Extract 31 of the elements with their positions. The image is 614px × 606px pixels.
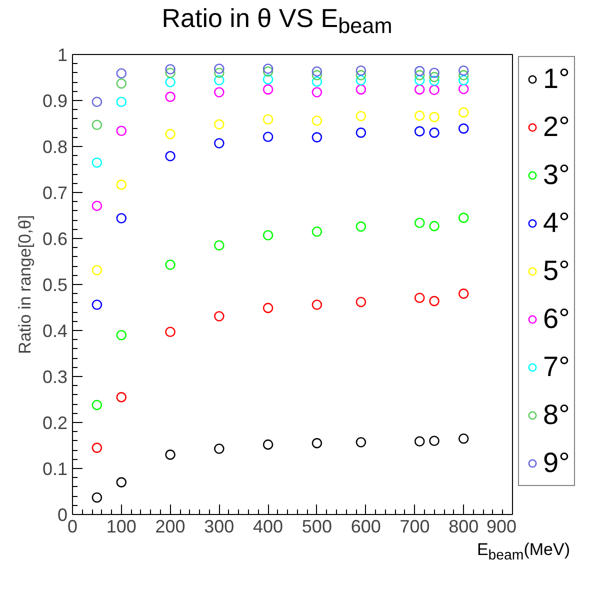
legend-label: 4° [543, 206, 570, 240]
x-tick-label: 800 [448, 516, 479, 536]
legend-label: 8° [543, 398, 570, 432]
y-tick-label: 0.5 [42, 275, 68, 295]
legend-label: 7° [543, 350, 570, 384]
x-tick-label: 400 [253, 516, 284, 536]
x-tick-label: 200 [155, 516, 186, 536]
x-tick-label: 100 [106, 516, 136, 536]
x-tick-label: 900 [486, 516, 517, 536]
y-tick-label: 1 [57, 45, 68, 65]
y-tick-label: 0.2 [42, 413, 68, 433]
y-tick-label: 0.4 [42, 321, 68, 341]
legend-label: 6° [543, 302, 570, 336]
x-tick-label: 300 [204, 516, 234, 536]
x-tick-label: 700 [400, 516, 430, 536]
y-tick-label: 0.3 [42, 367, 68, 387]
y-tick-label: 0.7 [42, 183, 68, 203]
y-tick-label: 0.9 [42, 91, 68, 111]
legend-label: 1° [543, 62, 570, 96]
x-axis-title: E$_{beam}$(MeV) [476, 539, 570, 566]
x-tick-label: 500 [302, 516, 332, 536]
legend-label: 5° [543, 254, 570, 288]
y-tick-label: 0.1 [42, 459, 68, 479]
y-tick-label: 0.8 [42, 137, 68, 157]
x-tick-label: 600 [350, 516, 381, 536]
legend-label: 9° [543, 446, 570, 480]
legend-label: 3° [543, 158, 570, 192]
chart-title: Ratio in θ VS E$_{beam}$ [160, 2, 394, 40]
y-axis-title: Ratio in range[0,θ] [15, 215, 34, 354]
legend-label: 2° [543, 110, 570, 144]
y-tick-label: 0.6 [42, 229, 68, 249]
